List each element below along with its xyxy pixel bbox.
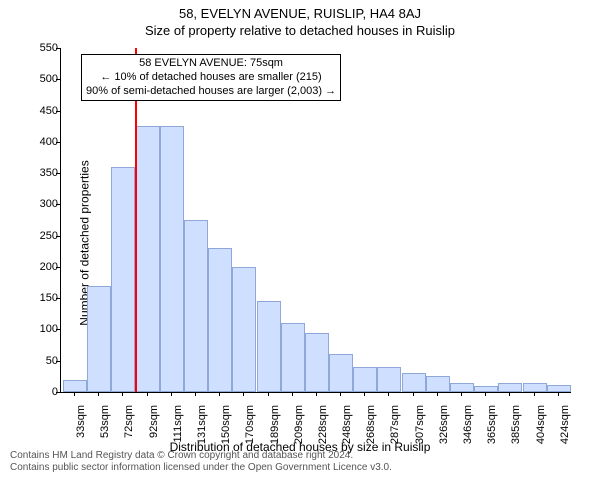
histogram-bar [63, 380, 87, 393]
y-tick-label: 350 [28, 167, 58, 179]
x-tick-mark [340, 392, 341, 396]
histogram-bar [329, 354, 353, 392]
histogram-bar [450, 383, 474, 392]
chart-container: Number of detached properties 0501001502… [0, 42, 600, 444]
y-tick-label: 550 [28, 42, 58, 54]
x-tick-mark [558, 392, 559, 396]
x-tick-mark [437, 392, 438, 396]
y-tick-label: 150 [28, 292, 58, 304]
histogram-bar [377, 367, 401, 392]
histogram-bar [257, 301, 281, 392]
y-tick-label: 500 [28, 73, 58, 85]
histogram-bar [160, 126, 184, 392]
histogram-bar [232, 267, 256, 392]
x-tick-mark [292, 392, 293, 396]
x-tick-mark [461, 392, 462, 396]
x-tick-mark [485, 392, 486, 396]
histogram-bar [523, 383, 547, 392]
y-tick-label: 450 [28, 105, 58, 117]
plot-area: 58 EVELYN AVENUE: 75sqm← 10% of detached… [60, 48, 571, 393]
y-tick-label: 250 [28, 230, 58, 242]
x-axis-label: Distribution of detached houses by size … [0, 440, 600, 454]
histogram-bar [474, 386, 498, 392]
info-box-line: 58 EVELYN AVENUE: 75sqm [86, 57, 336, 71]
histogram-bar [208, 248, 232, 392]
footer-line-2: Contains public sector information licen… [10, 462, 590, 474]
info-box-line: 90% of semi-detached houses are larger (… [86, 85, 336, 99]
histogram-bar [547, 385, 571, 393]
y-tick-label: 100 [28, 323, 58, 335]
y-tick-label: 0 [28, 386, 58, 398]
x-tick-mark [388, 392, 389, 396]
page-title: 58, EVELYN AVENUE, RUISLIP, HA4 8AJ [0, 0, 600, 21]
y-tick-label: 300 [28, 198, 58, 210]
x-tick-mark [534, 392, 535, 396]
x-tick-mark [98, 392, 99, 396]
histogram-bar [136, 126, 160, 392]
y-tick-label: 50 [28, 355, 58, 367]
histogram-bar [111, 167, 135, 392]
histogram-bar [353, 367, 377, 392]
x-tick-mark [74, 392, 75, 396]
x-tick-mark [413, 392, 414, 396]
x-tick-mark [195, 392, 196, 396]
chart-subtitle: Size of property relative to detached ho… [0, 21, 600, 42]
histogram-bar [87, 286, 111, 392]
x-tick-mark [243, 392, 244, 396]
info-box-line: ← 10% of detached houses are smaller (21… [86, 71, 336, 85]
x-tick-mark [122, 392, 123, 396]
y-tick-label: 400 [28, 136, 58, 148]
marker-info-box: 58 EVELYN AVENUE: 75sqm← 10% of detached… [81, 54, 341, 101]
x-tick-mark [147, 392, 148, 396]
histogram-bar [305, 333, 329, 392]
x-tick-mark [364, 392, 365, 396]
histogram-bar [184, 220, 208, 392]
histogram-bar [498, 383, 522, 392]
x-tick-mark [268, 392, 269, 396]
x-tick-mark [316, 392, 317, 396]
x-tick-mark [509, 392, 510, 396]
histogram-bar [426, 376, 450, 392]
histogram-bar [281, 323, 305, 392]
x-tick-mark [219, 392, 220, 396]
histogram-bar [402, 373, 426, 392]
x-tick-mark [171, 392, 172, 396]
y-tick-label: 200 [28, 261, 58, 273]
